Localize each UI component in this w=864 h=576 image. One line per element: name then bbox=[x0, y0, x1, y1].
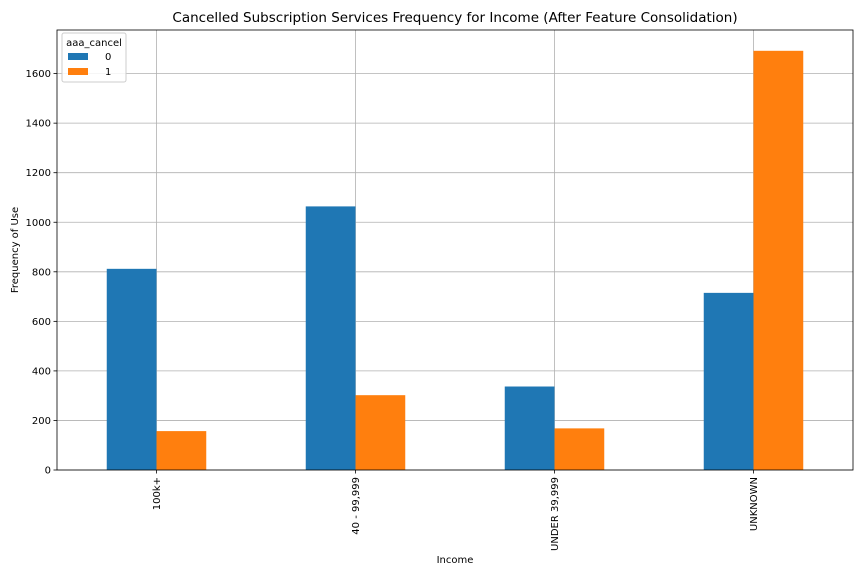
y-tick-label: 600 bbox=[32, 317, 51, 328]
x-tick-label: 100k+ bbox=[152, 477, 163, 510]
bar-series-1 bbox=[554, 428, 605, 470]
bar-series-0 bbox=[703, 292, 754, 470]
y-tick-label: 1200 bbox=[26, 168, 51, 179]
chart-title: Cancelled Subscription Services Frequenc… bbox=[172, 10, 737, 26]
bars bbox=[106, 50, 804, 470]
plot-frame bbox=[56, 29, 854, 471]
axes bbox=[56, 29, 854, 471]
x-tick-label: 40 - 99,999 bbox=[351, 477, 362, 535]
y-tick-label: 200 bbox=[32, 416, 51, 427]
legend-swatch bbox=[68, 53, 88, 60]
x-tick-label: UNKNOWN bbox=[749, 477, 760, 531]
y-axis-label: Frequency of Use bbox=[10, 207, 21, 293]
legend-items: 01 bbox=[68, 52, 111, 78]
bar-series-1 bbox=[355, 395, 406, 470]
x-ticks: 100k+ 40 - 99,999 UNDER 39,999 UNKNOWN bbox=[152, 470, 760, 551]
y-tick-label: 400 bbox=[32, 366, 51, 377]
legend-title: aaa_cancel bbox=[66, 38, 122, 49]
y-tick-label: 800 bbox=[32, 267, 51, 278]
bar-series-0 bbox=[504, 386, 555, 470]
legend: aaa_cancel 01 bbox=[61, 32, 127, 83]
bar-series-0 bbox=[305, 206, 356, 470]
x-axis-label: Income bbox=[437, 555, 474, 566]
y-tick-label: 1400 bbox=[26, 119, 51, 130]
y-tick-label: 0 bbox=[45, 466, 51, 477]
legend-label: 1 bbox=[105, 67, 111, 78]
y-ticks: 0 200 400 600 800 1000 1200 1400 1600 bbox=[26, 69, 57, 477]
y-tick-label: 1600 bbox=[26, 69, 51, 80]
legend-swatch bbox=[68, 68, 88, 75]
y-tick-label: 1000 bbox=[26, 218, 51, 229]
legend-label: 0 bbox=[105, 52, 111, 63]
bar-series-1 bbox=[753, 50, 804, 470]
bar-series-0 bbox=[106, 268, 157, 470]
x-tick-label: UNDER 39,999 bbox=[550, 477, 561, 551]
bar-series-1 bbox=[156, 431, 207, 470]
